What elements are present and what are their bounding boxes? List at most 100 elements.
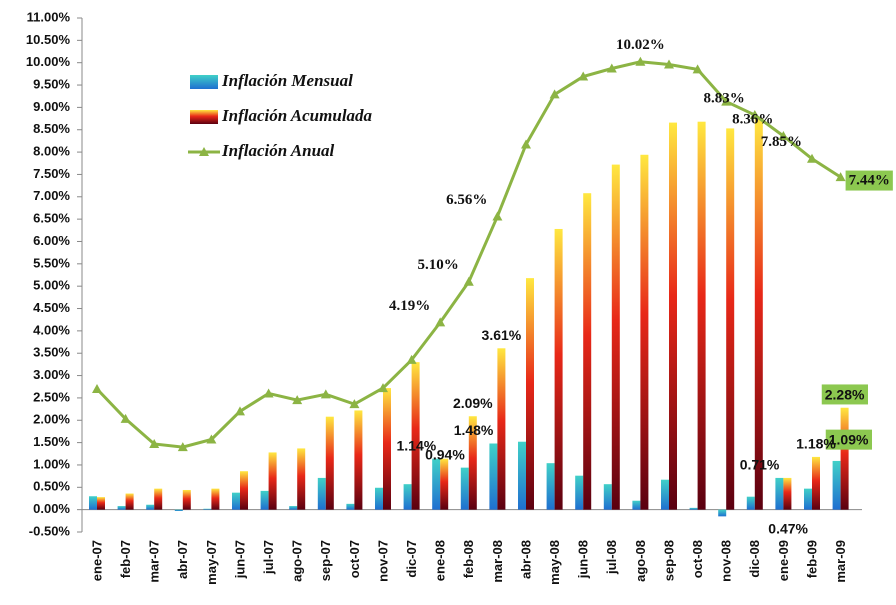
x-tick-label: abr-08 <box>518 540 533 579</box>
marker <box>463 276 474 286</box>
data-label: 1.18% <box>796 436 836 452</box>
marker <box>435 317 446 327</box>
bar <box>812 456 820 510</box>
y-tick-label: 7.50% <box>33 166 70 181</box>
x-tick-label: feb-08 <box>461 540 476 578</box>
x-tick-label: abr-07 <box>175 540 190 579</box>
marker <box>549 89 560 99</box>
x-tick-label: feb-07 <box>118 540 133 578</box>
bar <box>583 193 592 510</box>
y-tick-label: 5.50% <box>33 255 70 270</box>
bar <box>182 489 191 510</box>
x-tick-label: nov-07 <box>375 540 390 582</box>
y-tick-label: 6.50% <box>33 211 70 226</box>
marker <box>263 388 274 398</box>
marker <box>749 109 760 119</box>
x-tick-label: may-08 <box>547 540 562 585</box>
marker <box>149 438 160 448</box>
legend-label: Inflación Acumulada <box>221 106 373 125</box>
bar <box>268 452 277 510</box>
x-tick-label: jul-07 <box>261 540 276 575</box>
bar <box>211 488 220 510</box>
y-tick-label: 8.00% <box>33 144 70 159</box>
marker <box>606 63 617 73</box>
data-label: 0.94% <box>425 446 465 462</box>
bar <box>346 503 355 510</box>
x-tick-label: dic-07 <box>404 540 419 578</box>
x-tick-label: jun-07 <box>232 540 247 579</box>
y-tick-label: 4.50% <box>33 300 70 315</box>
marker <box>692 64 703 74</box>
x-tick-label: nov-08 <box>719 540 734 582</box>
marker <box>120 413 131 423</box>
x-tick-label: ago-07 <box>290 540 305 582</box>
data-label: 1.14% <box>396 437 436 453</box>
bar <box>689 507 698 510</box>
bar <box>489 443 498 510</box>
bar <box>575 475 584 510</box>
bar <box>354 410 363 510</box>
marker <box>292 395 303 405</box>
y-tick-label: 8.50% <box>33 121 70 136</box>
bar <box>317 477 326 510</box>
x-tick-label: ene-08 <box>433 540 448 581</box>
bar <box>640 154 649 510</box>
data-label: 0.71% <box>740 457 780 473</box>
bar <box>518 441 526 510</box>
bar <box>432 458 441 510</box>
marker <box>721 96 732 106</box>
bar <box>603 484 612 510</box>
bar <box>526 278 534 510</box>
bar <box>232 492 240 510</box>
x-tick-label: sep-07 <box>318 540 333 581</box>
y-tick-label: 3.50% <box>33 345 70 360</box>
x-tick-label: oct-08 <box>690 540 705 578</box>
bar <box>783 477 792 510</box>
bar <box>297 448 306 510</box>
bar <box>632 500 641 510</box>
marker <box>235 406 245 416</box>
bar <box>97 497 105 510</box>
bar <box>754 118 763 510</box>
bar <box>325 416 334 510</box>
y-tick-label: 3.00% <box>33 367 70 382</box>
bar <box>718 509 727 517</box>
bar <box>117 506 126 510</box>
legend-label: Inflación Anual <box>221 141 335 160</box>
marker <box>320 389 331 399</box>
data-label: 4.19% <box>389 298 430 314</box>
y-tick-label: 2.50% <box>33 389 70 404</box>
data-label: 1.09% <box>829 432 869 448</box>
bar <box>125 493 134 510</box>
bar <box>804 488 812 510</box>
marker <box>92 383 102 393</box>
y-tick-label: 9.50% <box>33 76 70 91</box>
x-tick-label: jun-08 <box>576 540 591 579</box>
bar <box>260 490 269 510</box>
bar <box>746 496 755 510</box>
data-label: 2.28% <box>825 386 865 402</box>
legend-swatch <box>190 75 218 89</box>
y-tick-label: 9.00% <box>33 99 70 114</box>
data-label: 7.44% <box>849 173 890 189</box>
y-tick-label: 4.00% <box>33 322 70 337</box>
y-tick-label: 1.50% <box>33 434 70 449</box>
marker <box>349 399 360 409</box>
bar <box>468 416 477 510</box>
x-tick-label: mar-09 <box>833 540 848 583</box>
label-box <box>821 384 868 405</box>
x-tick-label: ene-09 <box>776 540 791 581</box>
data-label: 10.02% <box>616 37 665 53</box>
bar <box>174 509 183 511</box>
data-label: 8.83% <box>704 90 745 106</box>
bar <box>203 508 212 510</box>
bar <box>554 228 563 510</box>
bar <box>840 407 849 510</box>
bar <box>546 463 555 510</box>
y-tick-label: 0.50% <box>33 479 70 494</box>
bar <box>697 121 706 510</box>
y-tick-label: 7.00% <box>33 188 70 203</box>
bar <box>775 477 784 510</box>
data-label: 7.85% <box>761 134 802 150</box>
data-label: 6.56% <box>446 192 487 208</box>
